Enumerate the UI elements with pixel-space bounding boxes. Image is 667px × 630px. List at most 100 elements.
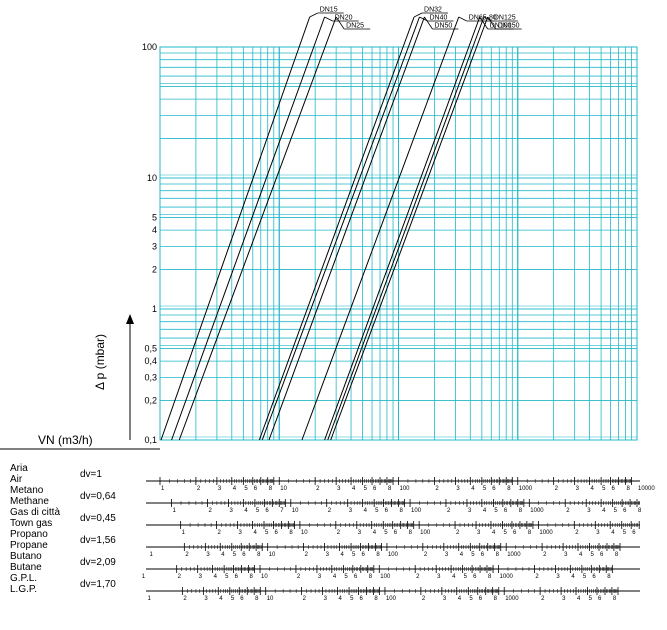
series-label: DN150 xyxy=(498,23,520,30)
scale-tick-label: 6 xyxy=(361,552,365,558)
scale-tick-label: 5 xyxy=(384,530,388,536)
series-label: DN65-80 xyxy=(469,15,497,22)
scale-tick-label: 6 xyxy=(394,530,398,536)
scale-tick-label: 4 xyxy=(579,552,583,558)
gas-density: dv=0,45 xyxy=(80,513,116,524)
scale-tick-label: 4 xyxy=(340,552,344,558)
y-tick-label: 3 xyxy=(152,241,157,251)
scale-tick-label: 8 xyxy=(494,596,498,602)
scale-tick-label: 5 xyxy=(344,574,348,580)
scale-tick-label: 2 xyxy=(555,486,559,492)
scale-tick-label: 10000 xyxy=(638,486,655,492)
scale-tick-label: 5 xyxy=(504,530,508,536)
scale-tick-label: 1 xyxy=(147,596,151,602)
scale-tick-label: 6 xyxy=(592,574,596,580)
scale-tick-label: 3 xyxy=(199,574,203,580)
scale-tick-label: 3 xyxy=(218,486,222,492)
series-leader xyxy=(483,16,493,22)
scale-tick-label: 8 xyxy=(376,552,380,558)
series-line xyxy=(261,16,420,441)
scale-tick-label: 4 xyxy=(460,552,464,558)
scale-tick-label: 5 xyxy=(233,552,237,558)
scale-tick-label: 5 xyxy=(494,508,498,514)
series-label: DN20 xyxy=(335,15,353,22)
scale-tick-label: 6 xyxy=(473,574,477,580)
scale-tick-label: 6 xyxy=(504,508,508,514)
scale-tick-label: 6 xyxy=(492,486,496,492)
series-label: DN125 xyxy=(494,15,516,22)
y-tick-label: 0,5 xyxy=(144,343,157,353)
scale-tick-label: 6 xyxy=(274,530,278,536)
gas-density: dv=0,64 xyxy=(80,491,116,502)
scale-tick-label: 10 xyxy=(301,530,308,536)
gas-scales: 1 2 3 4 5 6 8 10 2 3 4 5 6 8 100 2 3 4 5 6 8 1000 2 3 4 5 6 8 100001… xyxy=(142,477,655,602)
scale-tick-label: 100 xyxy=(380,574,391,580)
scale-tick-label: 6 xyxy=(598,596,602,602)
scale-tick-label: 4 xyxy=(352,486,356,492)
series-leader xyxy=(309,12,318,18)
series-label: DN40 xyxy=(429,15,447,22)
scale-tick-label: 3 xyxy=(358,530,362,536)
scale-tick-label: 3 xyxy=(468,508,472,514)
gas-density: dv=1,56 xyxy=(80,535,116,546)
gas-name-en: Butane xyxy=(10,562,42,573)
scale-tick-label: 8 xyxy=(289,530,293,536)
y-tick-label: 2 xyxy=(152,265,157,275)
scale-tick-label: 2 xyxy=(535,574,539,580)
scale-tick-label: 1000 xyxy=(500,574,514,580)
scale-tick-label: 1000 xyxy=(505,596,519,602)
scale-tick-label: 2 xyxy=(185,552,189,558)
scale-tick-label: 4 xyxy=(611,530,615,536)
scale-tick-label: 1000 xyxy=(507,552,521,558)
scale-tick-label: 3 xyxy=(229,508,233,514)
scale-tick-label: 4 xyxy=(571,574,575,580)
series-leader xyxy=(487,16,497,30)
scale-tick-label: 100 xyxy=(386,596,397,602)
scale-tick-label: 5 xyxy=(231,596,235,602)
scale-tick-label: 2 xyxy=(435,486,439,492)
plot-frame xyxy=(159,46,638,441)
series-line xyxy=(258,16,415,441)
scale-tick-label: 1 xyxy=(182,530,186,536)
scale-tick-label: 5 xyxy=(591,552,595,558)
scale-tick-label: 2 xyxy=(424,552,428,558)
scale-tick-label: 6 xyxy=(373,486,377,492)
series-line xyxy=(171,16,326,441)
y-tick-label: 4 xyxy=(152,225,157,235)
series-line xyxy=(160,16,311,441)
scale-tick-label: 4 xyxy=(339,596,343,602)
gas-name-en: Propane xyxy=(10,540,48,551)
series-leader xyxy=(458,16,467,22)
scale-tick-label: 1000 xyxy=(530,508,544,514)
scale-tick-label: 4 xyxy=(602,508,606,514)
y-tick-label: 10 xyxy=(147,173,157,183)
y-tick-label: 0,1 xyxy=(144,435,157,445)
scale-tick-label: 4 xyxy=(333,574,337,580)
gas-density: dv=1 xyxy=(80,469,102,480)
scale-tick-label: 2 xyxy=(305,552,309,558)
scale-tick-label: 6 xyxy=(242,552,246,558)
scale-tick-label: 3 xyxy=(324,596,328,602)
scale-tick-label: 3 xyxy=(443,596,447,602)
scale-tick-label: 5 xyxy=(471,552,475,558)
series-line xyxy=(268,16,425,441)
scale-tick-label: 3 xyxy=(326,552,330,558)
scale-tick-label: 100 xyxy=(400,486,411,492)
gas-name-en: Town gas xyxy=(10,518,53,529)
scale-tick-label: 5 xyxy=(623,530,627,536)
gas-name: Aria xyxy=(10,463,28,474)
scale-tick-label: 3 xyxy=(596,530,600,536)
series-label: DN32 xyxy=(424,7,442,14)
scale-tick-label: 7 xyxy=(280,508,284,514)
scale-tick-label: 3 xyxy=(349,508,353,514)
scale-tick-label: 2 xyxy=(208,508,212,514)
y-tick-label: 100 xyxy=(142,42,157,52)
scale-tick-label: 10 xyxy=(267,596,274,602)
gas-name: Butano xyxy=(10,551,42,562)
scale-tick-label: 2 xyxy=(183,596,187,602)
y-axis-arrow-head xyxy=(126,314,134,324)
scale-tick-label: 1 xyxy=(149,552,153,558)
scale-tick-label: 5 xyxy=(265,530,269,536)
scale-tick-label: 4 xyxy=(471,486,475,492)
series-leader xyxy=(324,16,333,22)
